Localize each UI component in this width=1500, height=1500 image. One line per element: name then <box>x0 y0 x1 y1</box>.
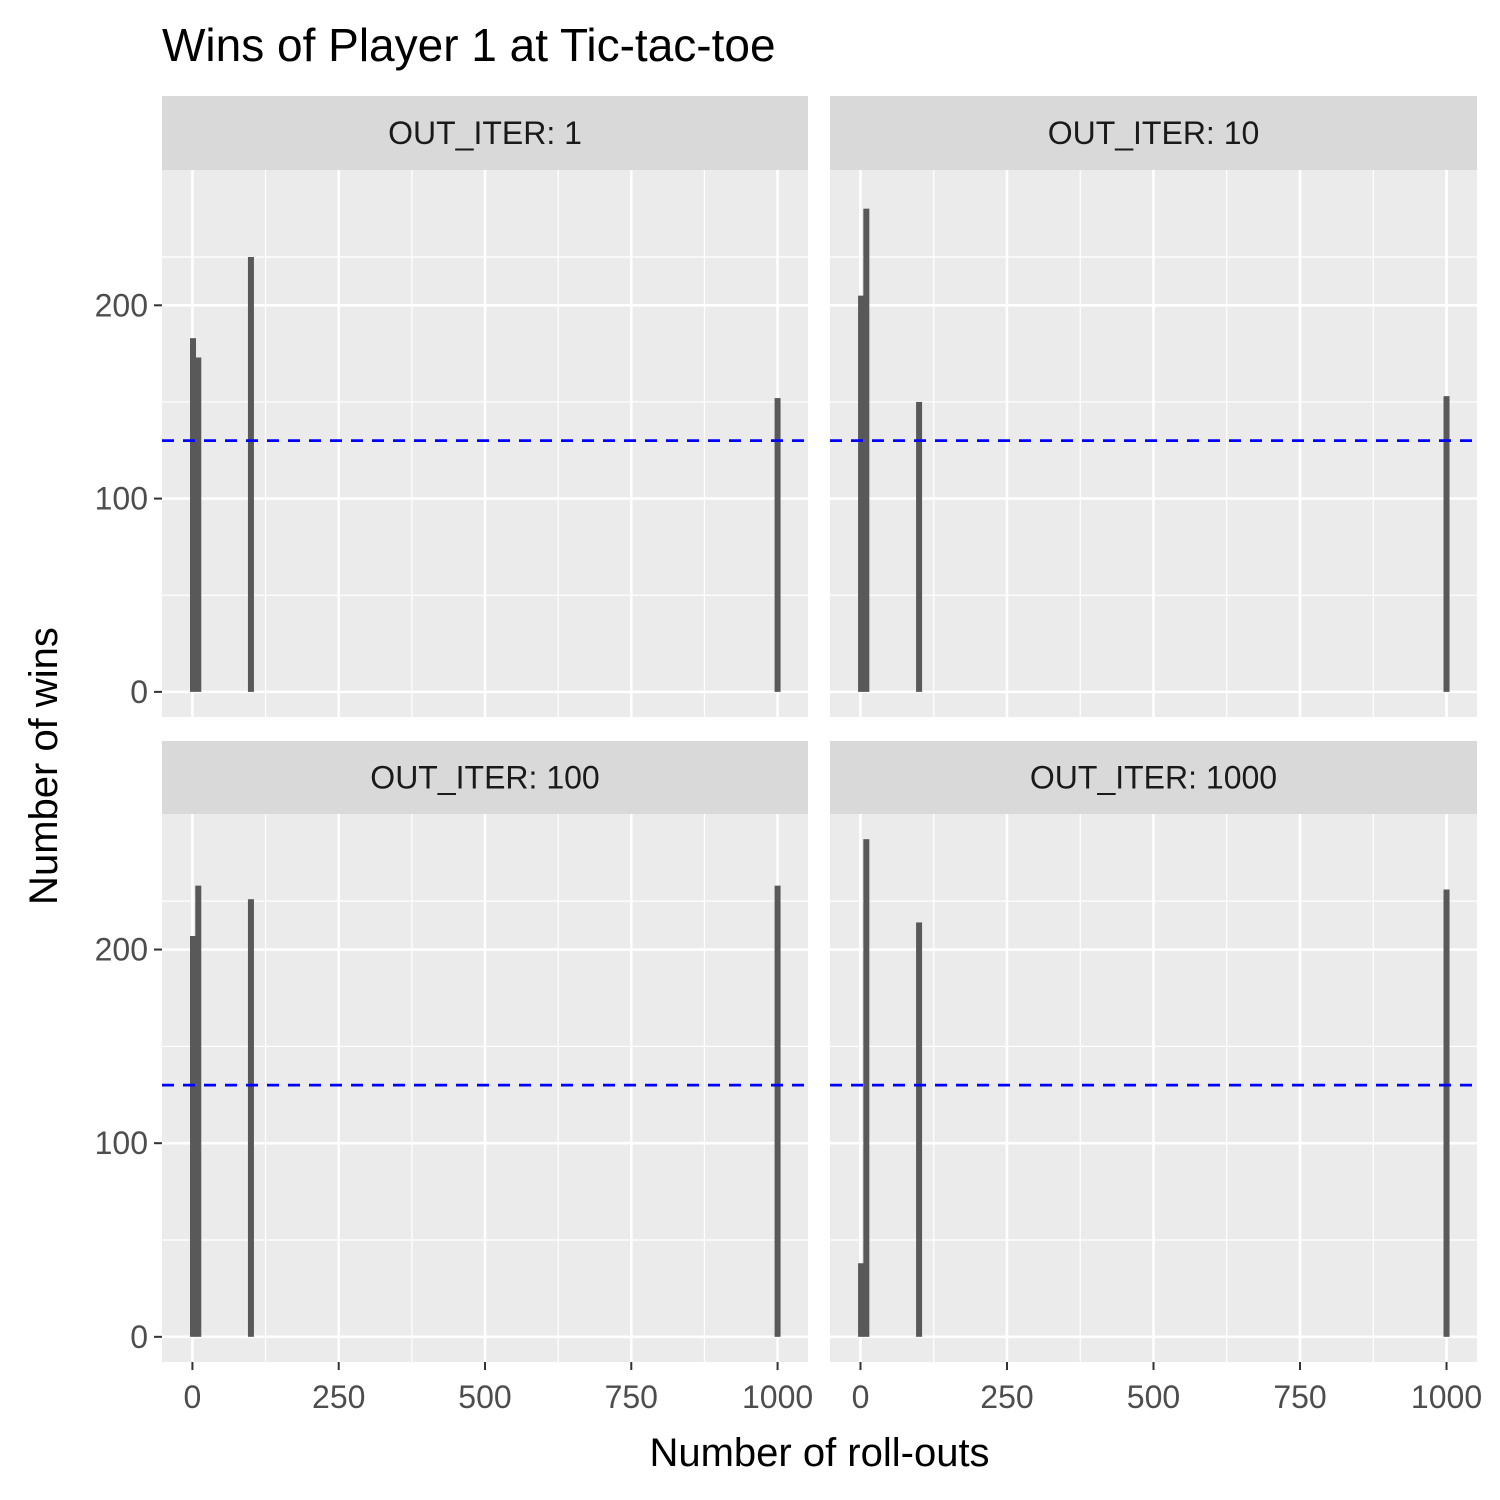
x-tick-label: 0 <box>184 1379 202 1415</box>
y-tick-label: 0 <box>130 674 148 710</box>
facet-strip-label: OUT_ITER: 1000 <box>1030 760 1277 796</box>
facet-strip-label: OUT_ITER: 1 <box>388 115 582 151</box>
bar <box>247 899 254 1337</box>
facet-strip <box>830 741 1477 814</box>
y-tick-label: 100 <box>95 1125 148 1161</box>
bar <box>190 338 197 692</box>
x-tick-label: 500 <box>1127 1379 1180 1415</box>
bar <box>863 839 870 1337</box>
y-tick-label: 200 <box>95 932 148 968</box>
bar <box>863 208 870 692</box>
bar <box>916 401 923 692</box>
bar <box>247 256 254 692</box>
x-tick-label: 500 <box>458 1379 511 1415</box>
facet-strip-label: OUT_ITER: 100 <box>370 760 599 796</box>
x-axis-title: Number of roll-outs <box>649 1431 989 1475</box>
bar <box>916 922 923 1337</box>
x-tick-label: 250 <box>980 1379 1033 1415</box>
y-tick-label: 200 <box>95 287 148 323</box>
y-tick-label: 100 <box>95 481 148 517</box>
y-axis-title: Number of wins <box>22 627 66 905</box>
bar <box>774 398 781 692</box>
x-tick-label: 0 <box>852 1379 870 1415</box>
x-tick-label: 750 <box>1273 1379 1326 1415</box>
y-tick-label: 0 <box>130 1319 148 1355</box>
chart-title: Wins of Player 1 at Tic-tac-toe <box>162 19 776 71</box>
bar <box>195 885 202 1337</box>
bar <box>858 1263 865 1337</box>
x-tick-label: 1000 <box>742 1379 813 1415</box>
x-tick-label: 250 <box>312 1379 365 1415</box>
bar <box>1443 889 1450 1337</box>
bar <box>858 295 865 692</box>
bar <box>190 935 197 1337</box>
facet-strip-label: OUT_ITER: 10 <box>1048 115 1260 151</box>
bar <box>195 357 202 692</box>
x-tick-label: 750 <box>605 1379 658 1415</box>
facet-strip <box>162 741 808 814</box>
bar <box>774 885 781 1337</box>
x-tick-label: 1000 <box>1411 1379 1482 1415</box>
bar <box>1443 396 1450 692</box>
facet-strip <box>830 96 1477 170</box>
facet-strip <box>162 96 808 170</box>
